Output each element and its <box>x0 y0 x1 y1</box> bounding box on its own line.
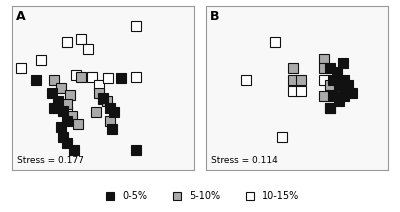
Text: A: A <box>16 10 25 23</box>
Text: Stress = 0.114: Stress = 0.114 <box>212 156 278 165</box>
Text: Stress = 0.177: Stress = 0.177 <box>18 156 84 165</box>
Text: B: B <box>210 10 219 23</box>
Legend: 0-5%, 5-10%, 10-15%: 0-5%, 5-10%, 10-15% <box>96 187 304 205</box>
